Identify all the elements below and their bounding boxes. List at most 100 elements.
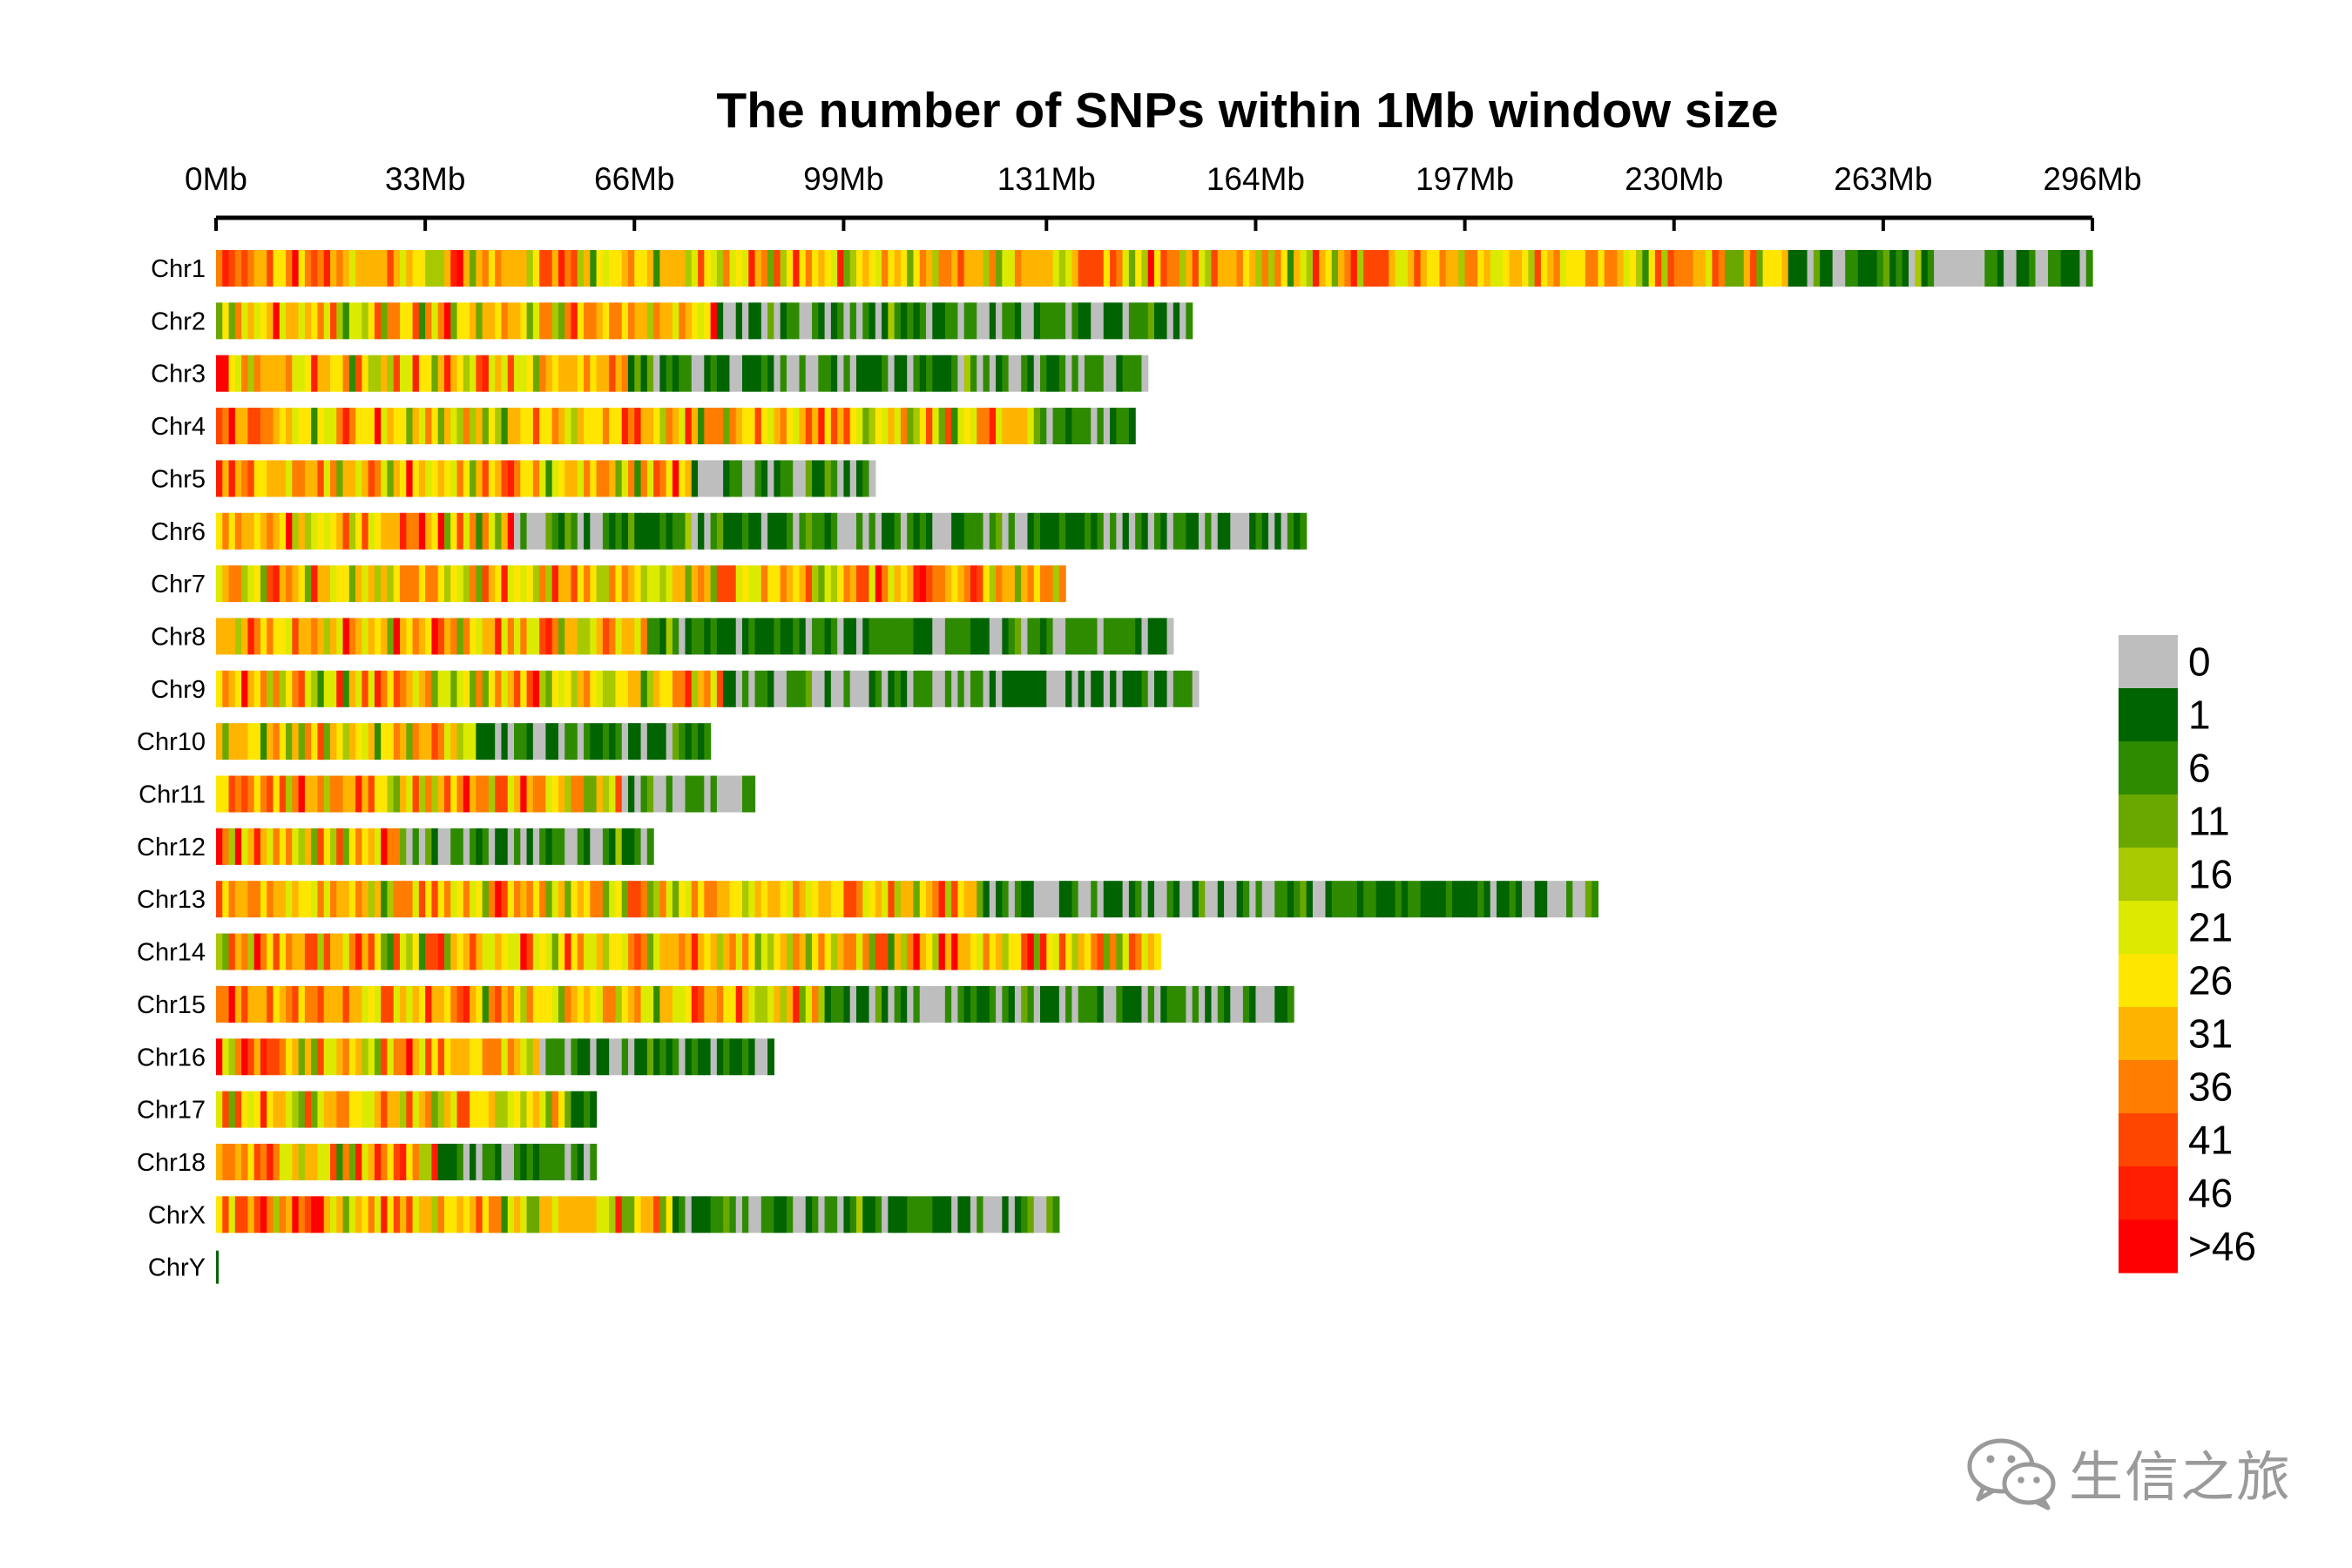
- snp-bin: [698, 408, 705, 445]
- snp-bin: [418, 460, 426, 497]
- snp-bin: [298, 1143, 306, 1180]
- snp-bin: [849, 670, 857, 707]
- snp-bin: [1484, 250, 1491, 287]
- snp-bin: [329, 618, 337, 655]
- snp-bin: [1186, 250, 1193, 287]
- snp-bin: [520, 250, 528, 287]
- snp-bin: [774, 355, 781, 392]
- snp-bin: [1084, 355, 1092, 392]
- snp-bin: [805, 250, 813, 287]
- snp-bin: [907, 512, 915, 550]
- legend-label: 6: [2188, 746, 2211, 791]
- snp-bin: [387, 618, 395, 655]
- snp-bin: [450, 1143, 458, 1180]
- snp-bin: [488, 1196, 496, 1233]
- chromosome-track-chr17: Chr17: [137, 1091, 598, 1128]
- snp-bin: [691, 1196, 699, 1233]
- snp-bin: [1242, 512, 1250, 550]
- snp-bin: [602, 618, 610, 655]
- snp-bin: [799, 1196, 807, 1233]
- snp-bin: [241, 1196, 248, 1233]
- snp-bin: [1756, 250, 1764, 287]
- snp-bin: [495, 985, 503, 1023]
- snp-bin: [431, 1143, 439, 1180]
- snp-bin: [476, 355, 483, 392]
- snp-bin: [311, 670, 319, 707]
- snp-bin: [760, 250, 768, 287]
- snp-bin: [279, 512, 287, 550]
- snp-bin: [1166, 302, 1174, 340]
- snp-bin: [646, 933, 654, 970]
- snp-bin: [342, 355, 350, 392]
- snp-bin: [425, 1091, 433, 1128]
- snp-bin: [1414, 881, 1422, 918]
- snp-bin: [1401, 881, 1409, 918]
- snp-bin: [1002, 512, 1010, 550]
- snp-bin: [723, 1038, 731, 1076]
- snp-bin: [539, 881, 547, 918]
- snp-bin: [894, 985, 902, 1023]
- snp-bin: [894, 250, 902, 287]
- snp-bin: [913, 512, 921, 550]
- snp-bin: [1091, 250, 1098, 287]
- snp-bin: [907, 1196, 915, 1233]
- snp-bin: [1300, 881, 1308, 918]
- snp-bin: [1027, 881, 1035, 918]
- snp-bin: [1116, 933, 1124, 970]
- snp-bin: [286, 775, 293, 813]
- snp-bin: [222, 565, 230, 603]
- snp-bin: [216, 1250, 219, 1284]
- snp-bin: [355, 985, 362, 1023]
- snp-bin: [1147, 618, 1155, 655]
- snp-bin: [1306, 250, 1314, 287]
- snp-bin: [412, 775, 420, 813]
- snp-bin: [818, 250, 826, 287]
- snp-bin: [596, 302, 604, 340]
- snp-bin: [666, 881, 673, 918]
- snp-bin: [855, 1196, 863, 1233]
- snp-bin: [615, 565, 623, 603]
- snp-bin: [590, 618, 598, 655]
- snp-bin: [355, 302, 362, 340]
- snp-bin: [646, 302, 654, 340]
- snp-bin: [1445, 250, 1453, 287]
- snp-bin: [1046, 670, 1054, 707]
- snp-bin: [919, 408, 927, 445]
- snp-bin: [418, 1143, 426, 1180]
- snp-bin: [938, 250, 946, 287]
- snp-bin: [495, 828, 503, 865]
- snp-bin: [526, 933, 534, 970]
- chromosome-label: Chr12: [137, 834, 206, 862]
- snp-bin: [456, 985, 464, 1023]
- snp-bin: [323, 1143, 331, 1180]
- snp-bin: [292, 618, 300, 655]
- snp-bin: [362, 512, 369, 550]
- snp-bin: [634, 775, 642, 813]
- snp-bin: [571, 302, 578, 340]
- snp-bin: [609, 355, 617, 392]
- snp-bin: [564, 408, 572, 445]
- chromosome-label: Chr16: [137, 1044, 206, 1071]
- snp-bin: [279, 460, 287, 497]
- snp-bin: [234, 512, 242, 550]
- snp-bin: [571, 1091, 578, 1128]
- snp-bin: [888, 250, 896, 287]
- snp-bin: [951, 670, 959, 707]
- snp-bin: [1211, 881, 1219, 918]
- snp-bin: [514, 1196, 521, 1233]
- snp-bin: [805, 512, 813, 550]
- snp-bin: [894, 302, 902, 340]
- snp-bin: [393, 408, 401, 445]
- snp-bin: [228, 565, 236, 603]
- snp-bin: [222, 1143, 230, 1180]
- snp-bin: [805, 985, 813, 1023]
- snp-bin: [368, 408, 375, 445]
- snp-bin: [628, 985, 635, 1023]
- snp-bin: [875, 302, 882, 340]
- snp-bin: [412, 250, 420, 287]
- snp-bin: [767, 618, 774, 655]
- snp-bin: [564, 828, 572, 865]
- snp-bin: [470, 775, 476, 813]
- snp-bin: [584, 670, 591, 707]
- snp-bin: [1052, 250, 1060, 287]
